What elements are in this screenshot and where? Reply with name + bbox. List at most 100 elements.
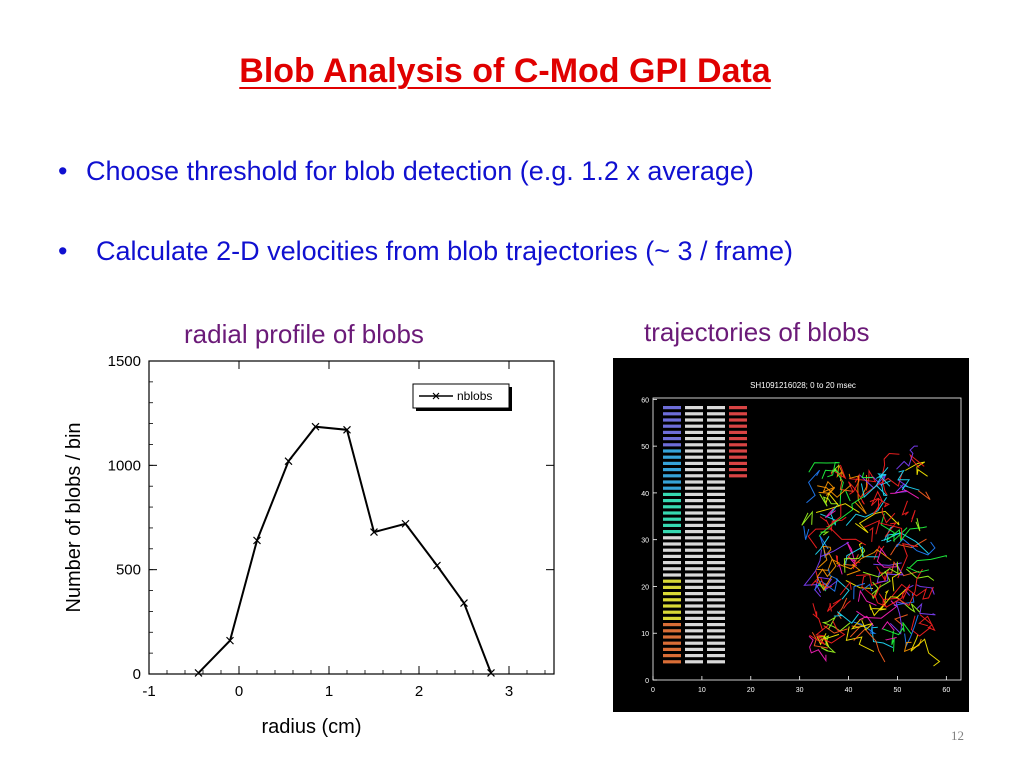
trajectory-legend-entry [707,461,725,465]
trajectory-legend-entry [707,418,725,422]
blob-trajectory [806,469,821,504]
blob-trajectory [878,522,903,540]
traj-x-tick-label: 40 [845,687,853,694]
trajectory-legend-entry [663,492,681,496]
x-tick-label: 2 [415,683,423,700]
trajectory-legend-entry [707,499,725,503]
blob-trajectory [845,497,888,526]
trajectory-legend-entry [663,536,681,540]
blob-trajectory [910,510,916,523]
blob-trajectory [820,541,850,557]
blob-trajectory [861,575,882,599]
blob-trajectory [858,615,874,627]
bullet-threshold: • Choose threshold for blob detection (e.… [58,156,754,187]
blob-trajectory [845,490,851,502]
blob-trajectory [853,583,865,600]
trajectory-legend-entry [729,412,747,416]
blob-trajectory [910,615,931,637]
blob-trajectory [809,620,846,646]
blob-trajectory [823,625,848,634]
y-tick-label: 1500 [108,353,141,370]
blob-trajectory [856,600,898,619]
trajectory-legend-entry [707,530,725,534]
trajectory-legend-entry [707,480,725,484]
trajectory-legend-entry [663,573,681,577]
trajectory-legend-entry [729,437,747,441]
blob-trajectory [843,547,866,573]
trajectory-legend-entry [707,598,725,602]
blob-trajectory [811,631,828,649]
trajectory-legend-entry [685,530,703,534]
blob-trajectory [906,566,930,573]
blob-trajectory [856,569,889,587]
trajectory-legend-entry [663,660,681,664]
trajectory-legend-entry [663,616,681,620]
trajectory-legend-entry [707,629,725,633]
trajectory-legend-entry [707,610,725,614]
trajectory-legend-entry [707,585,725,589]
blob-trajectory [834,468,844,506]
trajectory-legend-entry [663,548,681,552]
blob-trajectory [910,634,941,667]
trajectory-legend-entry [685,480,703,484]
blob-trajectory [835,578,850,600]
trajectory-legend-entry [663,623,681,627]
y-tick-label: 500 [116,562,141,579]
y-tick-label: 1000 [108,457,141,474]
trajectory-legend-entry [707,635,725,639]
blob-trajectory [915,518,921,532]
blob-trajectory [812,613,824,631]
bullet-marker: • [58,156,68,186]
trajectory-legend-entry [707,623,725,627]
trajectory-legend-entry [685,449,703,453]
blob-trajectory [876,562,904,584]
trajectory-legend-entry [707,424,725,428]
blob-trajectory [830,464,847,480]
nblobs-data-point [487,669,495,677]
trajectory-legend-entry [685,616,703,620]
trajectory-legend-entry [685,660,703,664]
trajectory-legend-entry [663,412,681,416]
trajectory-legend-entry [663,654,681,658]
blob-trajectory [860,480,891,498]
nblobs-data-point [284,457,293,466]
blob-trajectory [848,473,867,515]
traj-y-tick-label: 20 [641,584,649,591]
trajectory-legend-entry [707,505,725,509]
x-tick-label: 0 [235,683,243,700]
trajectory-legend-entry [729,424,747,428]
blob-trajectory [863,519,881,535]
nblobs-data-point [343,425,351,434]
trajectory-legend-entry [663,635,681,639]
blob-trajectory [857,589,877,606]
trajectory-legend-entry [707,523,725,527]
traj-y-tick-label: 0 [645,678,649,685]
trajectory-legend-entry [663,424,681,428]
blob-trajectory [812,603,818,618]
trajectory-legend-entry [685,406,703,410]
trajectory-legend-entry [685,579,703,583]
nblobs-data-point [226,636,234,645]
blob-trajectory [871,570,891,600]
legend-marker-sample [432,392,440,400]
trajectory-legend-entry [663,523,681,527]
trajectory-legend-entry [685,523,703,527]
blob-trajectory [826,598,842,612]
y-tick-label: 0 [133,666,141,683]
blob-trajectory [853,628,886,663]
trajectory-legend-entry [729,430,747,434]
trajectory-legend-entry [707,654,725,658]
blob-trajectory [839,479,854,492]
blob-trajectory [858,542,864,557]
blob-trajectory [801,510,813,526]
blob-trajectory [873,545,885,560]
trajectory-legend-entry [707,616,725,620]
trajectory-legend-entry [685,654,703,658]
trajectory-legend-entry [707,406,725,410]
trajectory-legend-entry [707,486,725,490]
trajectory-legend-entry [729,443,747,447]
traj-x-tick-label: 10 [698,687,706,694]
trajectory-legend-entry [707,573,725,577]
trajectory-legend-entry [685,505,703,509]
